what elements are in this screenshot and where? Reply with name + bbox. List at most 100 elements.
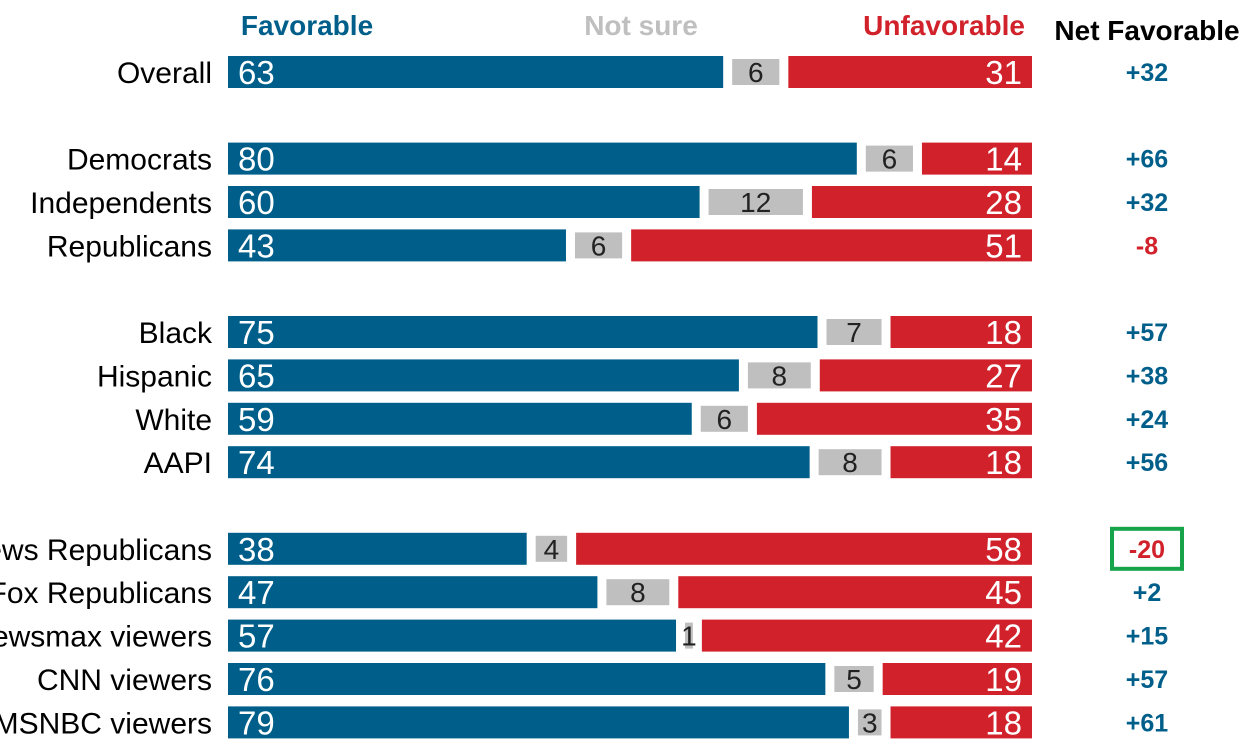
- bar-row: Non-Fox Republicans 47 8 45 +2: [0, 574, 1161, 611]
- value-label-not-sure: 1: [681, 621, 697, 652]
- value-label-unfavorable: 58: [985, 531, 1022, 568]
- value-label-not-sure: 7: [846, 317, 862, 348]
- bar-favorable: [228, 576, 598, 609]
- bar-unfavorable: [576, 532, 1032, 565]
- bar-unfavorable: [921, 142, 1032, 175]
- bar-not-sure: [857, 709, 882, 736]
- bar-row: Hispanic 65 8 27 +38: [97, 357, 1168, 394]
- category-label: Democrats: [67, 144, 212, 177]
- value-label-favorable: 76: [238, 661, 275, 698]
- bar-row: Black 75 7 18 +57: [139, 314, 1169, 351]
- bar-row: Newsmax viewers 57 1 42 +15: [0, 618, 1168, 655]
- net-favorable-value: -20: [1129, 536, 1165, 564]
- bar-not-sure: [826, 319, 882, 345]
- value-label-not-sure: 5: [846, 664, 862, 695]
- value-label-not-sure: 12: [740, 187, 771, 218]
- bar-not-sure: [574, 232, 623, 259]
- net-favorable-value: +61: [1126, 709, 1169, 737]
- net-favorable-value: +66: [1126, 146, 1168, 174]
- net-favorable-value: +57: [1126, 319, 1168, 347]
- value-label-unfavorable: 19: [985, 661, 1022, 698]
- value-label-favorable: 57: [238, 618, 275, 655]
- value-label-favorable: 63: [238, 54, 275, 91]
- bar-unfavorable: [788, 56, 1032, 88]
- value-label-unfavorable: 28: [985, 184, 1022, 221]
- category-label: Fox News Republicans: [0, 534, 212, 567]
- net-favorable-value: +38: [1126, 362, 1169, 390]
- value-label-unfavorable: 18: [985, 444, 1022, 481]
- bar-row: CNN viewers 76 5 19 +57: [37, 661, 1168, 698]
- net-favorable-value: +56: [1126, 449, 1168, 477]
- value-label-favorable: 74: [238, 444, 275, 481]
- value-label-unfavorable: 18: [985, 314, 1022, 351]
- bar-row: White 59 6 35 +24: [135, 401, 1168, 438]
- bar-unfavorable: [819, 359, 1032, 392]
- bar-favorable: [228, 186, 700, 218]
- value-label-favorable: 65: [238, 357, 275, 394]
- bar-not-sure: [732, 59, 780, 85]
- bar-favorable: [228, 142, 857, 175]
- bar-not-sure: [708, 189, 803, 215]
- bar-not-sure: [865, 145, 913, 172]
- category-label: Overall: [117, 57, 212, 90]
- bar-row: Overall 63 6 31 +32: [117, 54, 1168, 91]
- net-favorable-value: -8: [1136, 232, 1158, 260]
- value-label-not-sure: 6: [748, 57, 764, 88]
- value-label-favorable: 80: [238, 141, 275, 178]
- bar-not-sure: [685, 622, 693, 649]
- bar-not-sure: [747, 362, 811, 389]
- bar-not-sure: [818, 449, 882, 476]
- value-label-favorable: 43: [238, 227, 275, 264]
- category-label: Newsmax viewers: [0, 621, 212, 654]
- value-label-not-sure: 8: [772, 360, 788, 391]
- header-net-favorable: Net Favorable: [1054, 15, 1239, 46]
- bar-unfavorable: [890, 446, 1032, 479]
- bar-row: Independents 60 12 28 +32: [30, 184, 1168, 221]
- bar-unfavorable: [811, 186, 1032, 218]
- bar-favorable: [228, 229, 566, 262]
- bar-favorable: [228, 663, 826, 695]
- bar-unfavorable: [890, 316, 1032, 348]
- bar-not-sure: [700, 405, 748, 432]
- bar-unfavorable: [678, 576, 1032, 609]
- value-label-not-sure: 3: [862, 707, 878, 738]
- header-not-sure: Not sure: [584, 10, 698, 41]
- bar-favorable: [228, 56, 724, 88]
- bar-favorable: [228, 359, 739, 392]
- category-label: MSNBC viewers: [0, 707, 212, 740]
- net-favorable-value: +32: [1126, 189, 1168, 217]
- highlight-box: [1110, 526, 1184, 571]
- net-favorable-value: +2: [1133, 579, 1162, 607]
- bar-row: Republicans 43 6 51 -8: [47, 227, 1158, 264]
- bar-row: Fox News Republicans 38 4 58 -20: [0, 526, 1184, 571]
- category-label: AAPI: [144, 447, 212, 480]
- net-favorable-value: +32: [1126, 59, 1168, 87]
- bar-not-sure: [606, 579, 670, 606]
- value-label-unfavorable: 18: [985, 704, 1022, 740]
- category-label: Non-Fox Republicans: [0, 577, 212, 610]
- value-label-unfavorable: 27: [985, 357, 1022, 394]
- bar-unfavorable: [756, 402, 1032, 435]
- value-label-favorable: 79: [238, 704, 275, 740]
- category-label: Independents: [30, 187, 212, 220]
- bar-not-sure: [535, 535, 568, 562]
- value-label-not-sure: 6: [717, 404, 733, 435]
- bar-unfavorable: [701, 619, 1032, 652]
- value-label-not-sure: 6: [591, 230, 607, 261]
- category-label: CNN viewers: [37, 664, 212, 697]
- value-label-favorable: 60: [238, 184, 275, 221]
- bar-favorable: [228, 316, 818, 348]
- bar-unfavorable: [890, 706, 1032, 739]
- value-label-favorable: 75: [238, 314, 275, 351]
- bar-unfavorable: [631, 229, 1032, 262]
- bar-unfavorable: [882, 663, 1032, 695]
- bar-row: Democrats 80 6 14 +66: [67, 141, 1168, 178]
- bar-favorable: [228, 532, 527, 565]
- bar-favorable: [228, 706, 849, 739]
- bar-not-sure: [834, 666, 874, 692]
- value-label-not-sure: 8: [842, 447, 858, 478]
- net-favorable-value: +15: [1126, 623, 1169, 651]
- value-label-not-sure: 4: [544, 534, 560, 565]
- bar-row: AAPI 74 8 18 +56: [144, 444, 1169, 481]
